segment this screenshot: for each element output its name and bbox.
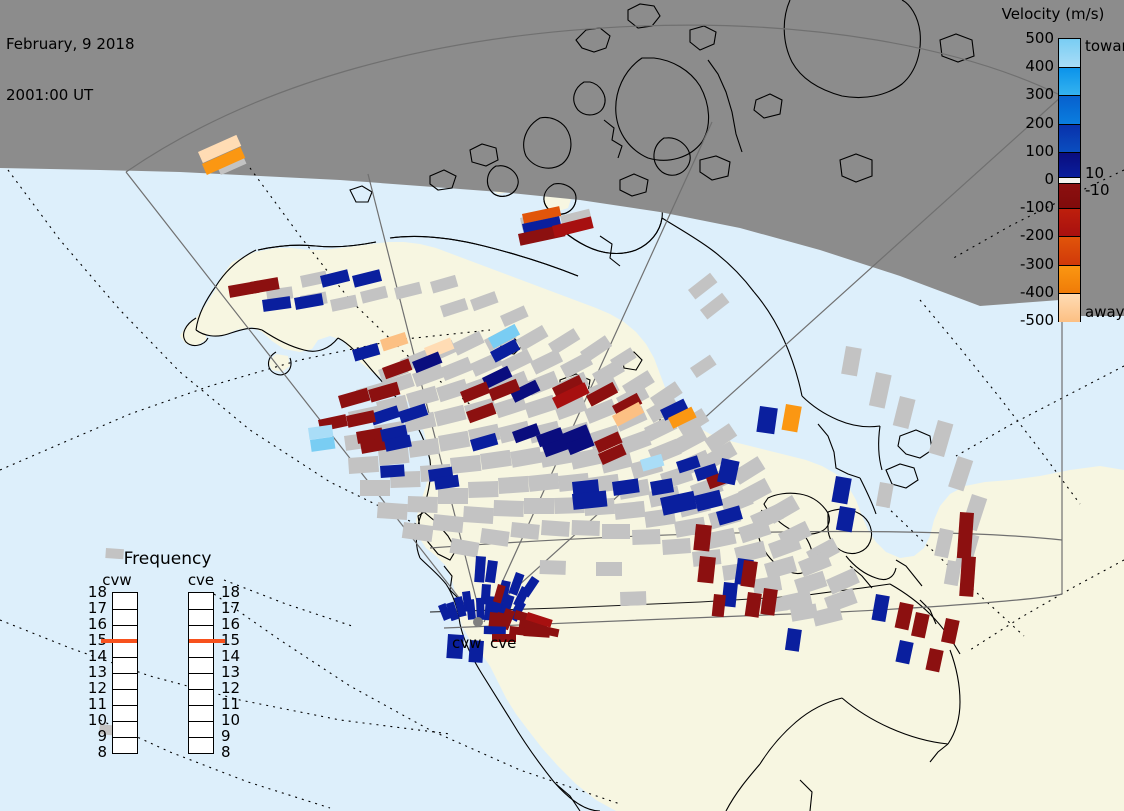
terminator-shading xyxy=(0,0,1124,316)
frequency-bar-cvw xyxy=(101,592,138,754)
colorbar-inner-low-label: -10 xyxy=(1085,181,1110,200)
frequency-radar-name-cvw: cvw xyxy=(102,571,132,589)
frequency-tick-label: 18 xyxy=(87,583,107,601)
frequency-divider xyxy=(189,657,213,658)
frequency-tick-label: 12 xyxy=(221,679,241,697)
radar-site-marker xyxy=(473,617,483,627)
frequency-marker-cve xyxy=(189,639,225,643)
colorbar-toward-label: toward xyxy=(1085,37,1124,56)
colorbar-away-label: away xyxy=(1085,302,1124,321)
colorbar-tick: 300 xyxy=(1025,85,1054,104)
frequency-divider xyxy=(189,737,213,738)
radar-site-label-cve: cve xyxy=(490,634,517,652)
frequency-tick-label: 14 xyxy=(221,647,241,665)
frequency-tick-label: 8 xyxy=(97,743,107,761)
frequency-marker-cvw xyxy=(101,639,137,643)
colorbar-segment xyxy=(1059,236,1080,266)
colorbar-tick: 0 xyxy=(1044,170,1054,188)
frequency-divider xyxy=(113,705,137,706)
frequency-divider xyxy=(113,657,137,658)
frequency-tick-label: 16 xyxy=(221,615,241,633)
colorbar-tick: 100 xyxy=(1025,141,1054,160)
frequency-tick-label: 18 xyxy=(221,583,241,601)
frequency-labels-right: 18 17 16 15 14 13 12 11 10 9 8 xyxy=(219,583,243,761)
frequency-divider xyxy=(189,705,213,706)
frequency-radar-name-cve: cve xyxy=(187,571,215,589)
frequency-divider xyxy=(113,609,137,610)
colorbar-segment xyxy=(1059,123,1080,153)
frequency-divider xyxy=(113,673,137,674)
colorbar-tick: 500 xyxy=(1025,29,1054,47)
colorbar-title: Velocity (m/s) xyxy=(1001,5,1105,23)
velocity-cells xyxy=(197,134,976,673)
frequency-divider xyxy=(113,689,137,690)
frequency-tick-label: 9 xyxy=(221,727,231,745)
colorbar-segment xyxy=(1059,208,1080,238)
colorbar-inner-high-label: 10 xyxy=(1085,163,1105,182)
coastlines-arctic-overlay xyxy=(257,0,975,277)
frequency-title: Frequency xyxy=(123,549,212,569)
frequency-tick-label: 15 xyxy=(87,631,107,649)
colorbar-segment xyxy=(1059,151,1080,179)
colorbar-segment xyxy=(1059,177,1080,184)
radar-site-label-cvw: cvw xyxy=(452,634,482,652)
near-range-beam-fan xyxy=(438,555,560,642)
frequency-tick-label: 17 xyxy=(87,599,107,617)
colorbar-tick: 400 xyxy=(1025,57,1054,76)
timestamp-time: 2001:00 UT xyxy=(6,86,94,104)
frequency-divider xyxy=(189,625,213,626)
frequency-tick-label: 8 xyxy=(221,743,231,761)
frequency-labels-left: 18 17 16 15 14 13 12 11 10 9 8 xyxy=(85,583,109,761)
colorbar-tick: -200 xyxy=(1019,226,1054,245)
frequency-tick-label: 14 xyxy=(87,647,107,665)
frequency-tick-label: 13 xyxy=(221,663,241,681)
frequency-tick-label: 13 xyxy=(87,663,107,681)
frequency-tick-label: 12 xyxy=(87,679,107,697)
colorbar-tick: -300 xyxy=(1019,254,1054,273)
colorbar-tick: 200 xyxy=(1025,113,1054,132)
colorbar-segment xyxy=(1059,95,1080,125)
frequency-divider xyxy=(113,721,137,722)
colorbar-segment xyxy=(1059,67,1080,97)
frequency-divider xyxy=(189,689,213,690)
timestamp-block: February, 9 2018 2001:00 UT xyxy=(6,2,135,138)
colorbar-segment xyxy=(1059,292,1080,322)
colorbar-segment xyxy=(1059,182,1080,210)
frequency-divider xyxy=(113,625,137,626)
colorbar-gradient xyxy=(1058,38,1081,322)
colorbar-segment xyxy=(1059,39,1080,68)
frequency-tick-label: 10 xyxy=(87,711,107,729)
frequency-legend: Frequency cvw cve 18 17 16 15 14 13 12 11 10 9 8 1… xyxy=(85,545,250,780)
timestamp-date: February, 9 2018 xyxy=(6,35,135,53)
colorbar-tick: -100 xyxy=(1019,198,1054,217)
frequency-divider xyxy=(189,609,213,610)
frequency-tick-label: 16 xyxy=(87,615,107,633)
frequency-tick-label: 9 xyxy=(97,727,107,745)
frequency-divider xyxy=(113,737,137,738)
frequency-bar-cve xyxy=(188,592,225,754)
frequency-tick-label: 17 xyxy=(221,599,241,617)
colorbar-tick-labels: 500 400 300 200 100 0 -100 -200 -300 -400 -500 xyxy=(975,29,1054,329)
colorbar-side-labels: toward 10-10 away xyxy=(1085,37,1124,322)
velocity-colorbar: Velocity (m/s) 500 400 300 200 100 0 -100 -200 -… xyxy=(975,0,1124,340)
frequency-divider xyxy=(189,721,213,722)
colorbar-tick: -400 xyxy=(1019,282,1054,301)
frequency-divider xyxy=(189,673,213,674)
colorbar-tick: -500 xyxy=(1019,311,1054,329)
frequency-tick-label: 10 xyxy=(221,711,241,729)
frequency-tick-label: 11 xyxy=(221,695,241,713)
colorbar-segment xyxy=(1059,264,1080,294)
frequency-tick-label: 11 xyxy=(87,695,107,713)
frequency-tick-label: 15 xyxy=(221,631,241,649)
